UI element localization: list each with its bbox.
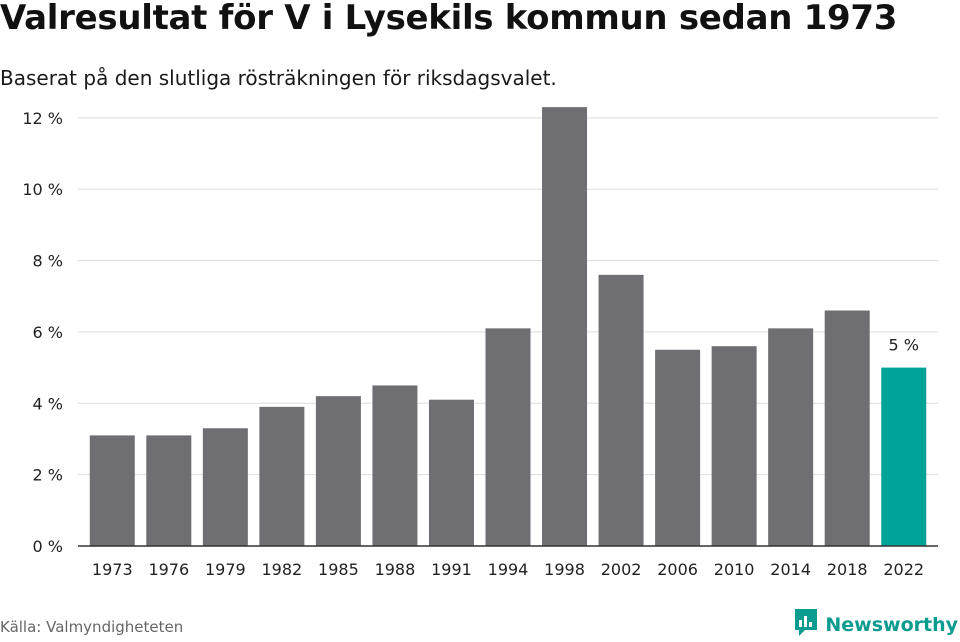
y-tick-label: 8 % [33,252,63,271]
brand-logo[interactable]: Newsworthy [793,608,958,642]
newsworthy-logo-icon [793,608,819,642]
data-label: 5 % [888,336,918,355]
bar [711,346,757,546]
x-tick-label: 1985 [318,560,359,579]
x-tick-label: 1994 [488,560,529,579]
bar [146,435,192,546]
x-tick-label: 2010 [714,560,755,579]
bar [89,435,135,546]
x-tick-label: 1991 [431,560,472,579]
bar [655,349,701,546]
brand-name: Newsworthy [825,614,958,636]
y-tick-label: 4 % [33,394,63,413]
bar-chart: 0 % 2 % 4 % 6 % 8 % 10 % 12 % 1973 1976 1979 1982 1… [22,107,938,579]
bar [428,399,474,546]
bar [259,406,305,546]
x-tick-label: 2014 [770,560,811,579]
x-tick-label: 2002 [601,560,642,579]
bar [768,328,814,546]
y-tick-label: 0 % [33,537,63,556]
y-tick-label: 6 % [33,323,63,342]
x-tick-label: 2018 [827,560,868,579]
bar [315,396,361,546]
bar [881,367,927,546]
x-tick-label: 1973 [92,560,133,579]
x-tick-label: 1982 [262,560,303,579]
source-note: Källa: Valmyndigheteten [0,618,184,636]
x-tick-label: 1979 [205,560,246,579]
x-tick-label: 2022 [883,560,924,579]
bar [542,107,588,547]
x-tick-label: 1976 [148,560,189,579]
x-tick-label: 1998 [544,560,585,579]
bar [824,310,870,546]
chart-title: Valresultat för V i Lysekils kommun seda… [0,0,898,38]
bar [372,385,418,546]
y-tick-label: 10 % [22,180,63,199]
x-tick-label: 1988 [375,560,416,579]
bar [598,274,644,546]
bar [485,328,531,546]
bar [202,428,248,546]
y-tick-label: 12 % [22,109,63,128]
y-tick-label: 2 % [33,466,63,485]
chart-subtitle: Baserat på den slutliga rösträkningen fö… [0,66,557,90]
x-tick-label: 2006 [657,560,698,579]
